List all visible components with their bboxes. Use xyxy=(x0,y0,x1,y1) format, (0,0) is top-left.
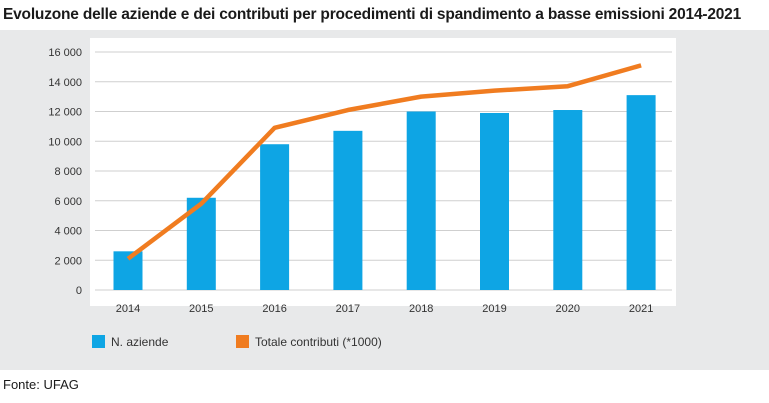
x-tick-label: 2021 xyxy=(629,303,653,315)
chart-panel: 0 2 000 4 000 6 000 8 000 10 000 12 000 14 000 1… xyxy=(0,30,769,370)
legend-label-line: Totale contributi (*1000) xyxy=(255,335,382,349)
bar xyxy=(626,95,656,290)
y-tick-label: 6 000 xyxy=(54,196,82,208)
bar xyxy=(480,112,509,290)
y-tick-label: 2 000 xyxy=(54,255,82,267)
legend: N. aziende Totale contributi (*1000) xyxy=(92,335,382,349)
y-tick-label: 12 000 xyxy=(48,107,82,119)
y-tick-label: 4 000 xyxy=(54,226,82,238)
bar xyxy=(406,111,436,290)
bar xyxy=(260,144,290,290)
y-tick-label: 0 xyxy=(76,285,82,297)
series-line xyxy=(126,63,642,261)
y-tick-label: 16 000 xyxy=(48,47,82,59)
legend-swatch-line xyxy=(236,335,249,348)
y-tick-label: 8 000 xyxy=(54,166,82,178)
bar-series xyxy=(113,95,656,290)
legend-label-bars: N. aziende xyxy=(111,335,169,349)
y-tick-label: 14 000 xyxy=(48,77,82,89)
x-tick-label: 2014 xyxy=(116,303,140,315)
chart-title: Evoluzone delle aziende e dei contributi… xyxy=(3,6,742,23)
x-tick-label: 2017 xyxy=(336,303,360,315)
chart-svg: 0 2 000 4 000 6 000 8 000 10 000 12 000 14 000 1… xyxy=(48,38,676,349)
y-axis-labels: 0 2 000 4 000 6 000 8 000 10 000 12 000 14 000 1… xyxy=(48,47,82,297)
x-tick-label: 2020 xyxy=(556,303,580,315)
legend-swatch-bars xyxy=(92,335,105,348)
x-tick-label: 2018 xyxy=(409,303,433,315)
x-tick-label: 2015 xyxy=(189,303,213,315)
y-tick-label: 10 000 xyxy=(48,136,82,148)
bar xyxy=(553,110,583,290)
line-series xyxy=(126,63,642,261)
x-axis-labels: 2014 2015 2016 2017 2018 2019 2020 2021 xyxy=(116,303,654,315)
source-note: Fonte: UFAG xyxy=(3,377,79,392)
x-tick-label: 2016 xyxy=(262,303,286,315)
x-tick-label: 2019 xyxy=(482,303,506,315)
bar xyxy=(333,130,363,290)
